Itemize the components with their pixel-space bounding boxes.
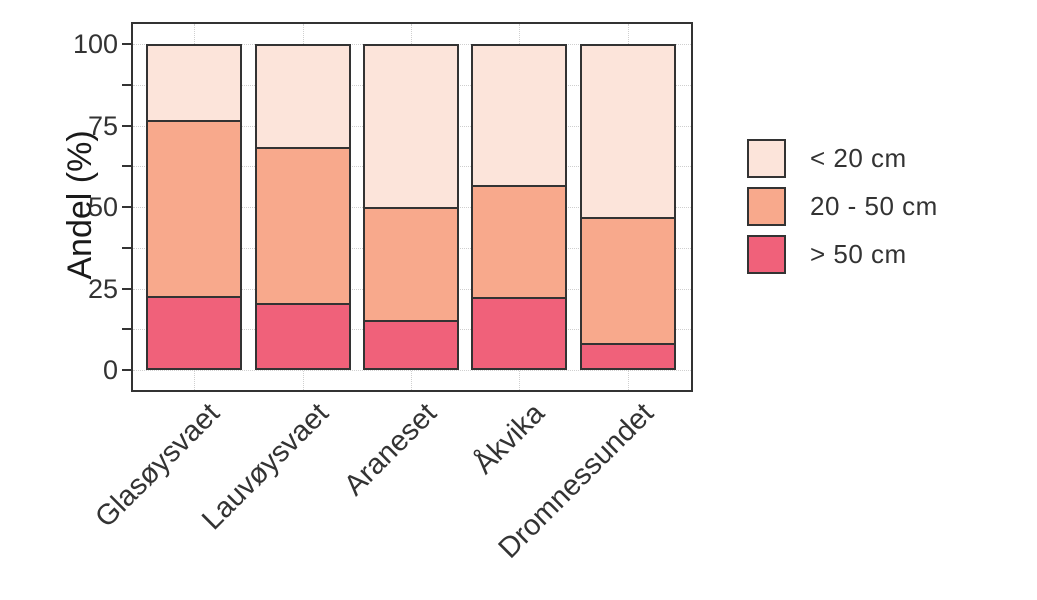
y-tick-label: 0: [102, 355, 118, 385]
y-tick-mark: [122, 328, 131, 331]
legend-label: < 20 cm: [810, 143, 907, 173]
bar-segment: [579, 44, 676, 218]
bar-segment: [471, 185, 567, 298]
bar-segment: [146, 296, 242, 370]
bar-segment: [579, 217, 676, 344]
y-tick-label: 100: [72, 29, 118, 59]
bar-segment: [471, 297, 567, 370]
y-tick-mark: [122, 83, 131, 86]
legend: < 20 cm 20 - 50 cm > 50 cm: [747, 139, 938, 283]
y-tick-label: 75: [87, 110, 118, 141]
bar-segment: [146, 44, 242, 121]
y-tick-mark: [122, 369, 131, 371]
y-tick-mark: [122, 246, 131, 249]
y-tick-mark: [122, 43, 131, 45]
y-tick-label: 25: [87, 273, 118, 304]
legend-swatch: [747, 235, 786, 274]
x-tick-label: Lauvøysvaet: [195, 397, 335, 537]
bar-segment: [362, 320, 459, 370]
y-tick-mark: [122, 287, 131, 290]
y-tick-mark: [122, 165, 131, 168]
bar-segment: [362, 44, 459, 208]
legend-label: > 50 cm: [810, 239, 907, 269]
bar-segment: [579, 343, 676, 370]
x-tick-label: Glasøysvaet: [89, 397, 226, 534]
x-tick-label: Araneset: [337, 397, 443, 502]
bar-segment: [254, 302, 351, 370]
bar-segment: [254, 44, 351, 148]
x-tick-label: Dromnessundet: [492, 397, 660, 565]
plot-panel: [131, 22, 693, 392]
horizontal-gridline: [133, 370, 691, 371]
bar-segment: [254, 147, 351, 303]
legend-item: 20 - 50 cm: [747, 187, 938, 226]
y-tick-mark: [122, 124, 131, 127]
legend-item: < 20 cm: [747, 139, 938, 178]
y-tick-label: 50: [87, 192, 118, 222]
legend-swatch: [747, 139, 786, 178]
legend-swatch: [747, 187, 786, 226]
legend-item: > 50 cm: [747, 235, 938, 274]
bar-segment: [471, 44, 567, 186]
x-tick-label: Åkvika: [467, 397, 551, 481]
bar-segment: [362, 207, 459, 321]
legend-label: 20 - 50 cm: [810, 191, 938, 221]
y-tick-mark: [122, 206, 131, 208]
bar-segment: [146, 120, 242, 297]
